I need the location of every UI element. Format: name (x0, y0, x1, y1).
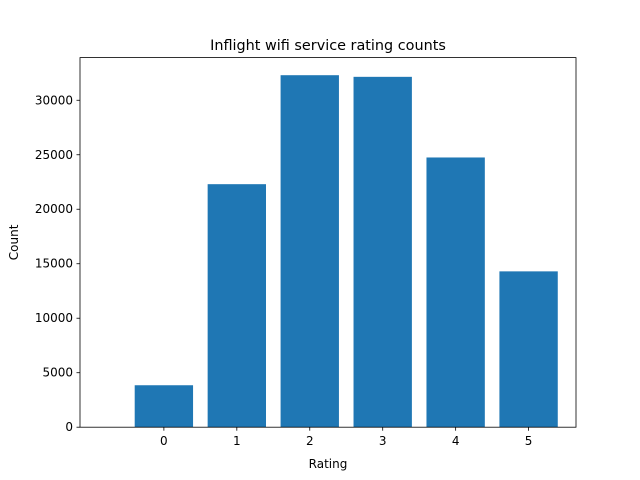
bar-2 (280, 75, 339, 428)
bars-group (134, 75, 558, 428)
y-tick-label: 5000 (42, 366, 73, 380)
x-tick-label: 1 (233, 434, 241, 448)
y-tick-label: 30000 (35, 93, 73, 107)
x-tick-label: 2 (306, 434, 314, 448)
y-tick-label: 10000 (35, 311, 73, 325)
plot-frame (79, 57, 577, 428)
bar-0 (134, 385, 194, 428)
x-tick-label: 4 (452, 434, 460, 448)
bar-5 (499, 271, 558, 428)
x-axis: 0 1 2 3 4 5 (160, 427, 532, 448)
x-axis-label: Rating (309, 457, 348, 471)
y-axis-label: Count (7, 224, 21, 260)
bar-3 (353, 76, 412, 428)
bar-4 (426, 157, 485, 428)
y-tick-label: 25000 (35, 148, 73, 162)
y-tick-label: 0 (65, 420, 73, 434)
x-tick-label: 0 (160, 434, 168, 448)
y-tick-label: 20000 (35, 202, 73, 216)
chart-title: Inflight wifi service rating counts (210, 38, 446, 54)
y-axis: 0 5000 10000 15000 20000 25000 30000 (35, 93, 80, 434)
x-tick-label: 5 (525, 434, 533, 448)
y-tick-label: 15000 (35, 257, 73, 271)
bar-1 (207, 184, 266, 428)
x-tick-label: 3 (379, 434, 387, 448)
